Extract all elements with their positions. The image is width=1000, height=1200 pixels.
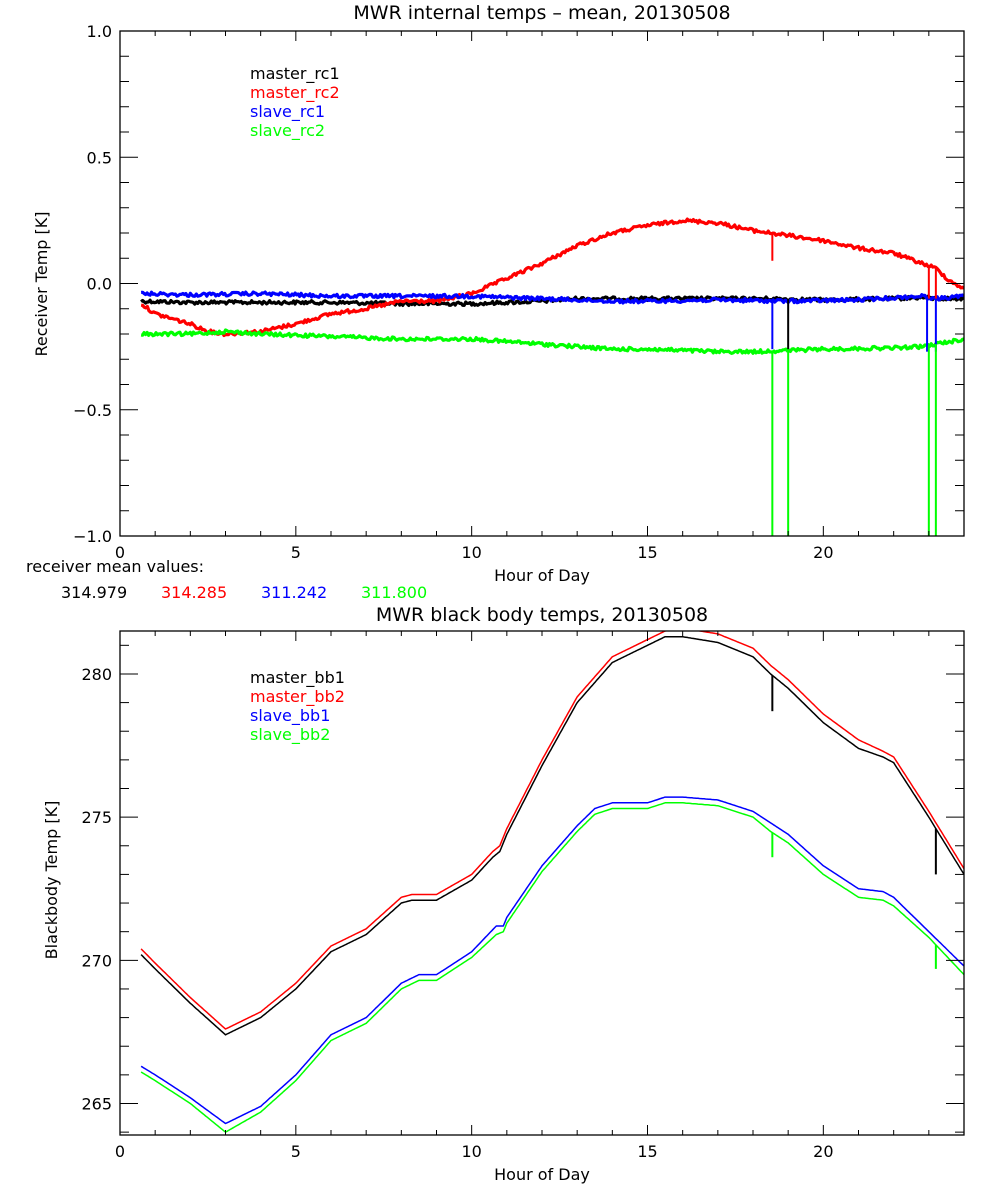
y-tick-label: 265	[81, 1095, 112, 1114]
y-tick-label: −1.0	[73, 527, 112, 546]
top-series-group	[140, 217, 964, 536]
series-line-slave_bb2	[140, 802, 964, 1133]
y-tick-label: 0.0	[87, 275, 112, 294]
bottom-y-axis-label: Blackbody Temp [K]	[42, 801, 61, 960]
receiver-mean-annotation: receiver mean values: 314.979 314.285 31…	[26, 557, 427, 602]
plot-frame	[119, 30, 965, 537]
x-tick-label: 5	[291, 1142, 301, 1161]
receiver-mean-value-2: 314.285	[161, 583, 227, 602]
legend-entry-master_bb1: master_bb1	[250, 668, 345, 688]
legend-entry-slave_bb1: slave_bb1	[250, 706, 330, 726]
bottom-x-axis-label: Hour of Day	[494, 1165, 590, 1184]
legend-entry-master_rc2: master_rc2	[250, 83, 340, 103]
x-tick-label: 0	[115, 543, 125, 562]
x-tick-label: 10	[461, 543, 481, 562]
legend-entry-slave_rc1: slave_rc1	[250, 102, 325, 122]
receiver-mean-value-4: 311.800	[361, 583, 427, 602]
y-tick-label: 280	[81, 665, 112, 684]
receiver-mean-value-3: 311.242	[261, 583, 327, 602]
x-tick-label: 20	[813, 543, 833, 562]
y-tick-label: 270	[81, 951, 112, 970]
legend-entry-master_bb2: master_bb2	[250, 687, 345, 707]
x-tick-label: 15	[637, 1142, 657, 1161]
x-tick-label: 20	[813, 1142, 833, 1161]
bottom-series-group	[140, 631, 964, 1133]
x-tick-label: 5	[291, 543, 301, 562]
legend-entry-slave_rc2: slave_rc2	[250, 121, 325, 141]
legend-entry-slave_bb2: slave_bb2	[250, 725, 330, 745]
series-line-slave_bb1	[140, 796, 964, 1125]
series-line-master_rc2	[140, 217, 964, 338]
y-tick-label: 1.0	[87, 22, 112, 41]
x-tick-label: 0	[115, 1142, 125, 1161]
receiver-mean-value-1: 314.979	[61, 583, 127, 602]
top-y-axis-label: Receiver Temp [K]	[32, 211, 51, 356]
x-tick-label: 15	[637, 543, 657, 562]
top-x-axis-label: Hour of Day	[494, 566, 590, 585]
series-line-slave_rc1	[140, 290, 964, 305]
blackbody-temp-chart: MWR black body temps, 20130508 Blackbody…	[42, 604, 965, 1184]
receiver-mean-label: receiver mean values:	[26, 557, 204, 576]
receiver-temp-chart: MWR internal temps – mean, 20130508 Rece…	[32, 2, 965, 585]
top-chart-title: MWR internal temps – mean, 20130508	[353, 2, 730, 24]
y-tick-label: −0.5	[73, 401, 112, 420]
series-line-master_bb1	[140, 635, 964, 1036]
bottom-axes: 0 5 10 15 20 265 270 275 280	[81, 630, 965, 1161]
y-tick-label: 0.5	[87, 148, 112, 167]
series-line-slave_rc2	[140, 328, 964, 355]
legend-entry-master_rc1: master_rc1	[250, 64, 340, 84]
bottom-chart-title: MWR black body temps, 20130508	[376, 604, 708, 626]
x-tick-label: 10	[461, 1142, 481, 1161]
y-tick-label: 275	[81, 808, 112, 827]
top-axes: 0 5 10 15 20 −1.0 −0.5 0.0 0.5 1.0	[73, 22, 965, 562]
series-line-master_bb2	[140, 631, 964, 1030]
